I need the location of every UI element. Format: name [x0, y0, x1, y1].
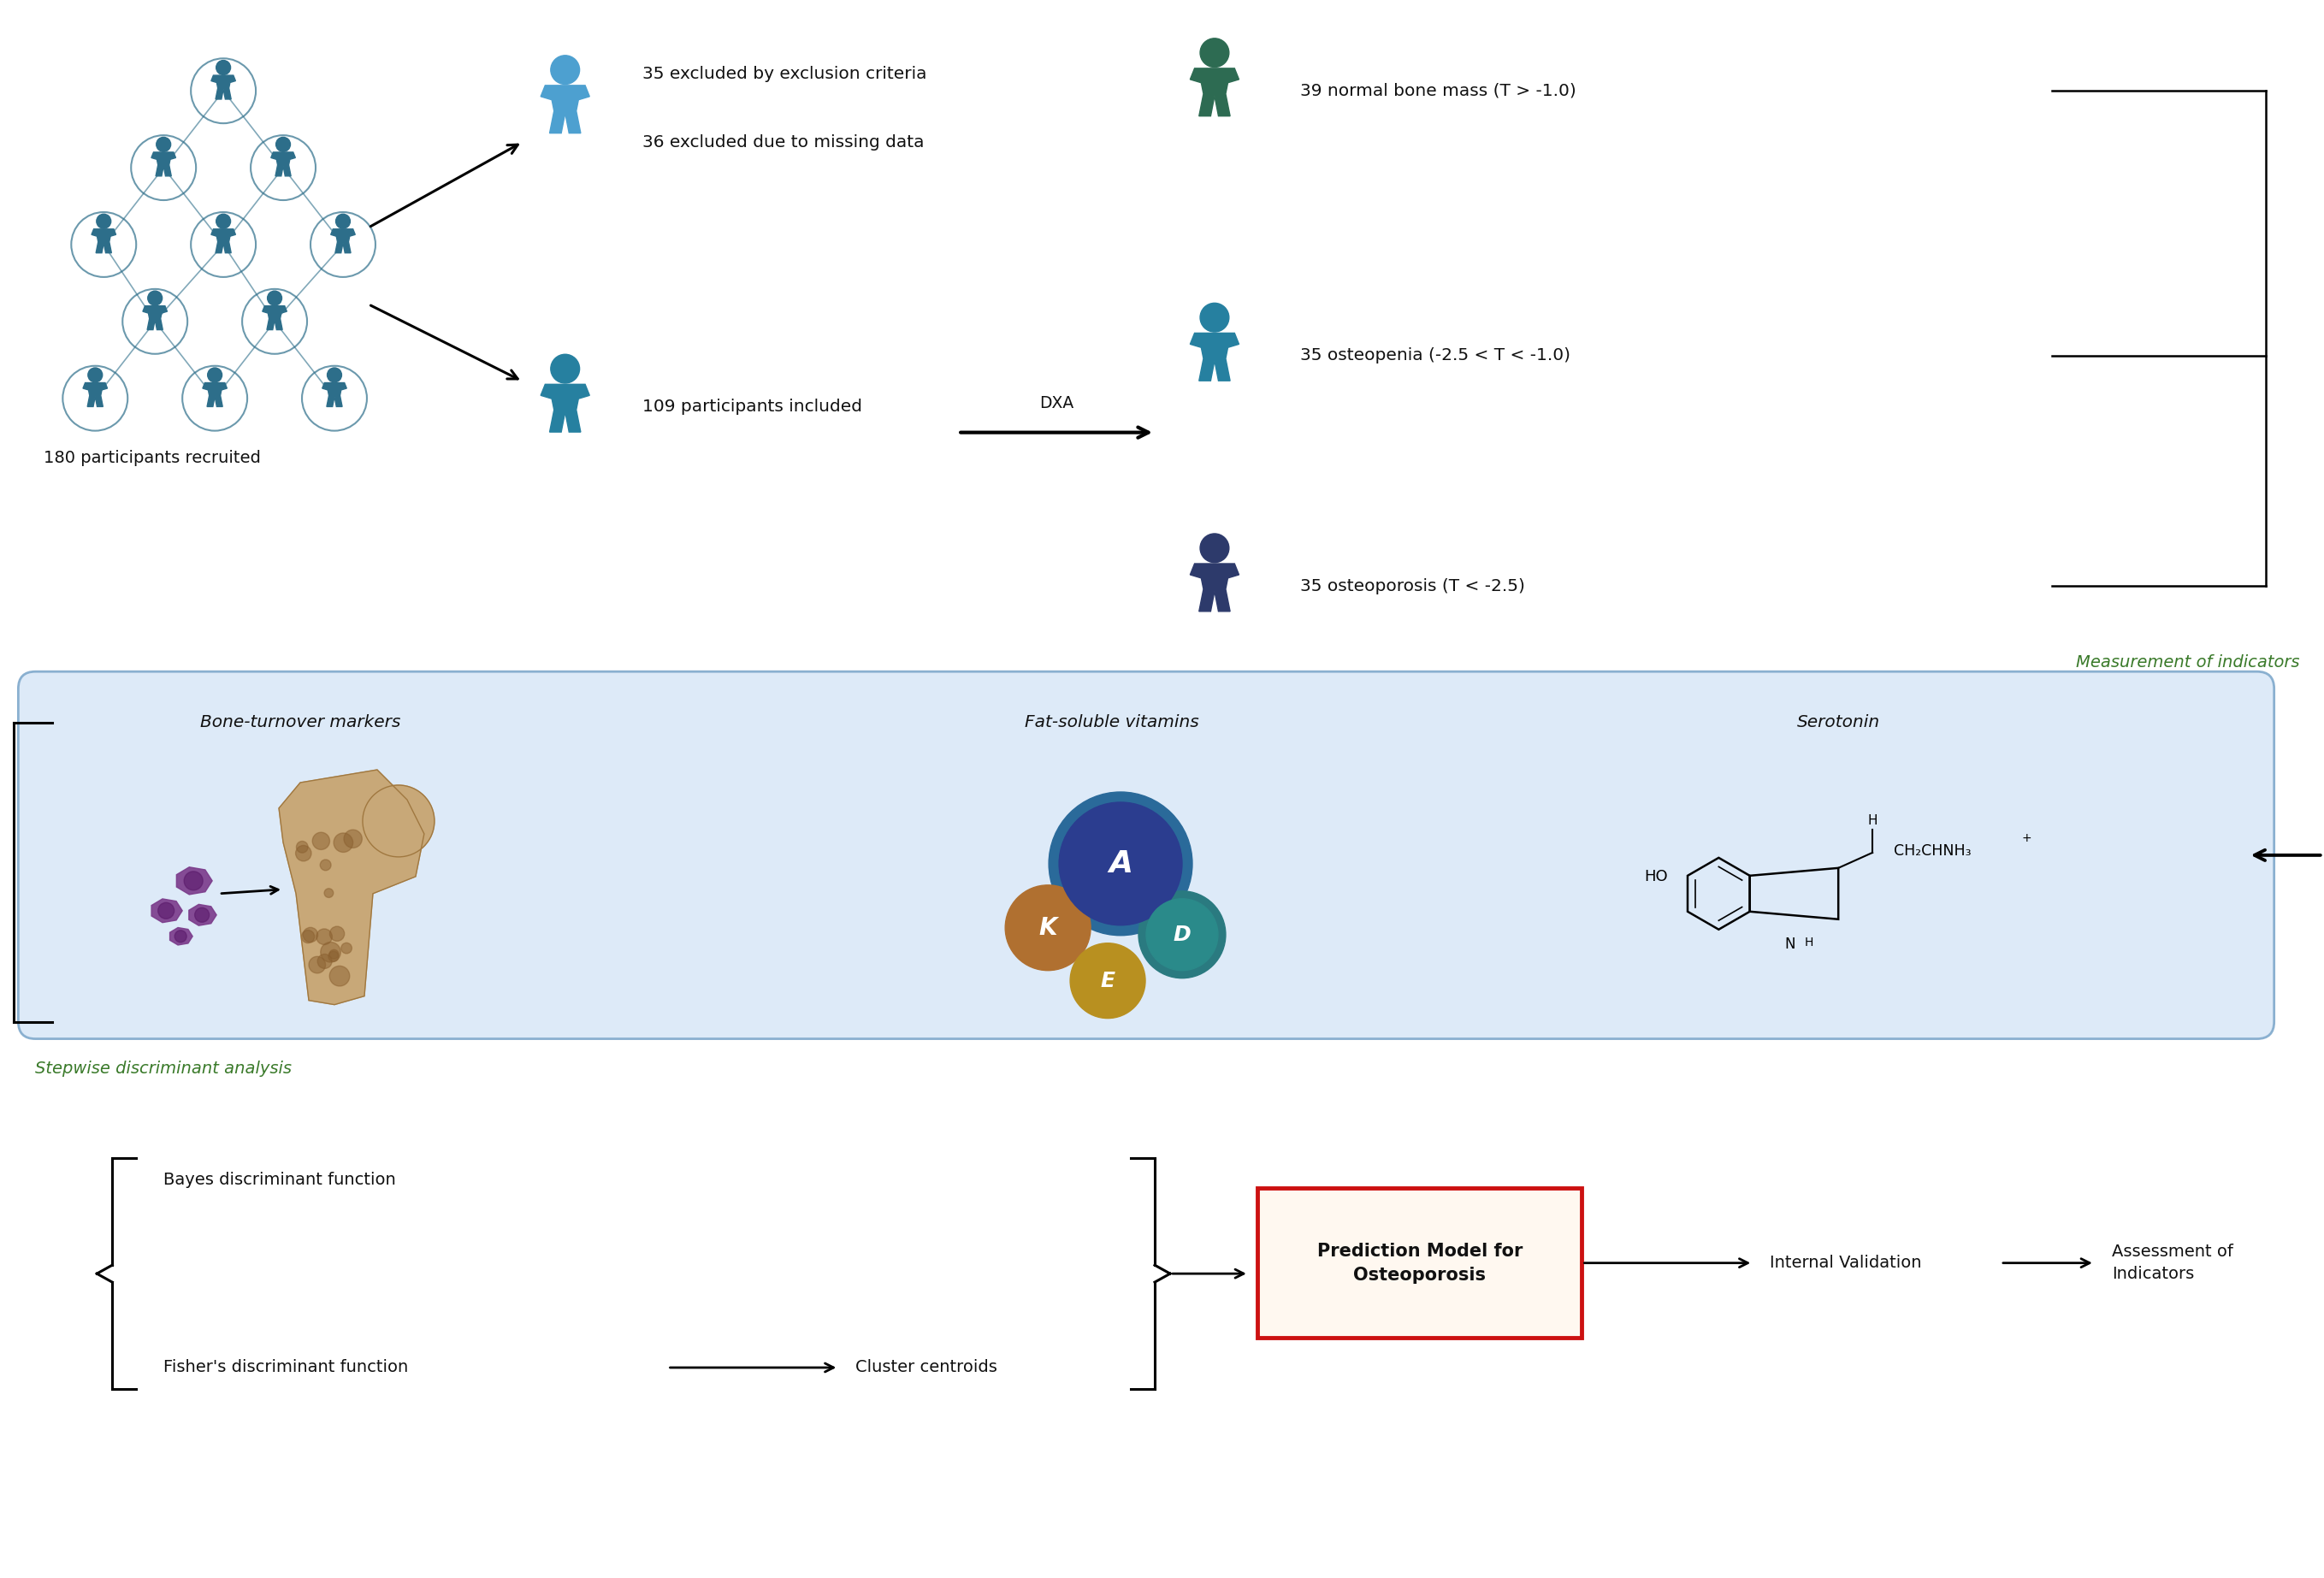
Circle shape [1139, 892, 1225, 978]
Text: E: E [1102, 970, 1116, 991]
Polygon shape [202, 383, 228, 407]
Polygon shape [279, 770, 425, 1005]
Circle shape [216, 215, 230, 229]
Circle shape [184, 871, 202, 890]
Circle shape [302, 928, 318, 942]
Text: Bone-turnover markers: Bone-turnover markers [200, 715, 400, 731]
Circle shape [344, 830, 363, 847]
Text: CH₂CHNH₃: CH₂CHNH₃ [1894, 843, 1971, 858]
Polygon shape [151, 899, 181, 923]
Polygon shape [188, 904, 216, 926]
Circle shape [1069, 944, 1146, 1018]
Circle shape [277, 137, 290, 151]
Circle shape [207, 368, 223, 382]
Polygon shape [91, 229, 116, 252]
Text: D: D [1174, 925, 1190, 945]
Polygon shape [170, 928, 193, 945]
Text: Fat-soluble vitamins: Fat-soluble vitamins [1025, 715, 1199, 731]
Text: Assessment of
Indicators: Assessment of Indicators [2113, 1243, 2233, 1283]
Circle shape [1199, 38, 1229, 68]
Text: Fisher's discriminant function: Fisher's discriminant function [163, 1360, 409, 1376]
Text: Prediction Model for
Osteoporosis: Prediction Model for Osteoporosis [1318, 1242, 1522, 1283]
Polygon shape [263, 306, 286, 330]
Circle shape [342, 942, 351, 953]
Circle shape [1060, 802, 1183, 925]
Text: HO: HO [1643, 869, 1666, 884]
Circle shape [1048, 792, 1192, 936]
Circle shape [1146, 899, 1218, 970]
Text: H: H [1868, 814, 1878, 827]
Circle shape [1199, 303, 1229, 331]
Circle shape [316, 929, 332, 945]
FancyBboxPatch shape [1257, 1188, 1583, 1338]
Circle shape [158, 903, 174, 918]
Polygon shape [142, 306, 167, 330]
Polygon shape [1190, 333, 1239, 380]
Text: H: H [1803, 936, 1813, 948]
Circle shape [330, 950, 339, 959]
Polygon shape [84, 383, 107, 407]
Circle shape [216, 60, 230, 74]
Polygon shape [211, 229, 235, 252]
Circle shape [195, 907, 209, 922]
Circle shape [318, 955, 332, 969]
Circle shape [1006, 885, 1090, 970]
Circle shape [156, 137, 170, 151]
Text: +: + [2022, 832, 2031, 844]
Text: 35 osteopenia (-2.5 < T < -1.0): 35 osteopenia (-2.5 < T < -1.0) [1299, 347, 1571, 363]
Polygon shape [272, 151, 295, 177]
Circle shape [551, 355, 579, 383]
Text: Bayes discriminant function: Bayes discriminant function [163, 1171, 395, 1188]
Circle shape [335, 215, 351, 229]
Text: 39 normal bone mass (T > -1.0): 39 normal bone mass (T > -1.0) [1299, 82, 1576, 99]
Circle shape [295, 846, 311, 862]
Circle shape [309, 956, 325, 974]
Circle shape [330, 966, 349, 986]
Polygon shape [177, 866, 211, 895]
Text: Serotonin: Serotonin [1796, 715, 1880, 731]
Text: N: N [1785, 936, 1794, 952]
Text: Cluster centroids: Cluster centroids [855, 1360, 997, 1376]
Text: DXA: DXA [1039, 394, 1074, 412]
Circle shape [551, 55, 579, 84]
Circle shape [98, 215, 112, 229]
FancyBboxPatch shape [19, 672, 2275, 1038]
Polygon shape [1190, 68, 1239, 117]
Circle shape [328, 952, 339, 961]
Text: K: K [1039, 915, 1057, 940]
Polygon shape [330, 229, 356, 252]
Polygon shape [211, 76, 235, 99]
Circle shape [311, 832, 330, 849]
Circle shape [363, 786, 435, 857]
Circle shape [1199, 533, 1229, 562]
Circle shape [330, 926, 344, 940]
Text: 109 participants included: 109 participants included [641, 399, 862, 415]
Polygon shape [151, 151, 177, 177]
Circle shape [149, 290, 163, 305]
Circle shape [267, 290, 281, 305]
Polygon shape [541, 385, 590, 432]
Circle shape [302, 929, 314, 944]
Circle shape [325, 888, 332, 898]
Circle shape [321, 942, 342, 963]
Text: Measurement of indicators: Measurement of indicators [2075, 655, 2301, 671]
Circle shape [328, 368, 342, 382]
Circle shape [321, 860, 330, 871]
Circle shape [174, 931, 186, 942]
Text: 35 osteoporosis (T < -2.5): 35 osteoporosis (T < -2.5) [1299, 578, 1525, 595]
Circle shape [88, 368, 102, 382]
Polygon shape [1190, 563, 1239, 611]
Text: 36 excluded due to missing data: 36 excluded due to missing data [641, 134, 925, 150]
Text: 180 participants recruited: 180 participants recruited [44, 450, 260, 466]
Circle shape [297, 841, 309, 852]
Text: A: A [1109, 849, 1132, 879]
Text: Stepwise discriminant analysis: Stepwise discriminant analysis [35, 1060, 293, 1076]
Circle shape [335, 833, 353, 852]
Text: 35 excluded by exclusion criteria: 35 excluded by exclusion criteria [641, 66, 927, 82]
Text: Internal Validation: Internal Validation [1771, 1255, 1922, 1272]
Polygon shape [541, 85, 590, 133]
Polygon shape [323, 383, 346, 407]
